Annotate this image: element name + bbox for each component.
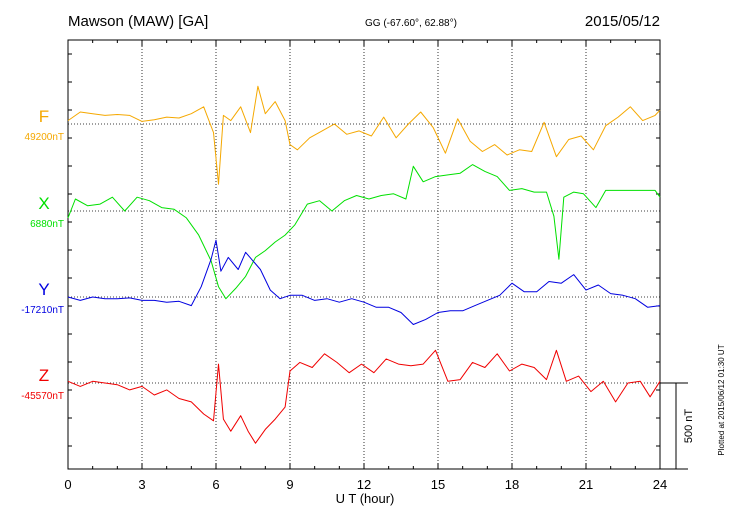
x-axis-label: U T (hour) [336,491,395,506]
baseline-label-y: -17210nT [21,305,64,316]
baseline-label-x: 6880nT [30,219,64,230]
date-label: 2015/05/12 [585,13,660,30]
series-line-x [67,164,661,300]
series-name-x: X [38,194,49,213]
x-tick-label: 0 [64,477,71,492]
series-lines [67,85,661,444]
series-name-z: Z [39,366,49,385]
series-line-f [67,85,661,185]
series-name-y: Y [38,280,49,299]
x-tick-label: 18 [505,477,519,492]
x-axis-ticks: 0 3 6 9 12 15 18 21 24 [64,40,667,492]
x-tick-label: 3 [138,477,145,492]
coordinates-label: GG (-67.60°, 62.88°) [365,18,457,29]
series-name-f: F [39,107,49,126]
x-tick-label: 24 [653,477,667,492]
x-tick-label: 21 [579,477,593,492]
scale-bar: 500 nT [660,382,695,470]
scale-bar-label: 500 nT [683,409,695,444]
plotted-note: Plotted at 2015/06/12 01:30 UT [717,344,726,455]
baseline-label-z: -45570nT [21,391,64,402]
series-line-z [67,349,661,444]
x-tick-label: 15 [431,477,445,492]
x-tick-label: 9 [286,477,293,492]
station-title: Mawson (MAW) [GA] [68,13,208,30]
grid-lines [141,40,587,469]
x-tick-label: 12 [357,477,371,492]
plot-area [67,39,661,470]
series-labels: F 49200nT X 6880nT Y -17210nT Z -45570nT [21,107,64,402]
series-line-y [67,239,661,325]
x-tick-label: 6 [212,477,219,492]
baseline-label-f: 49200nT [25,132,64,143]
